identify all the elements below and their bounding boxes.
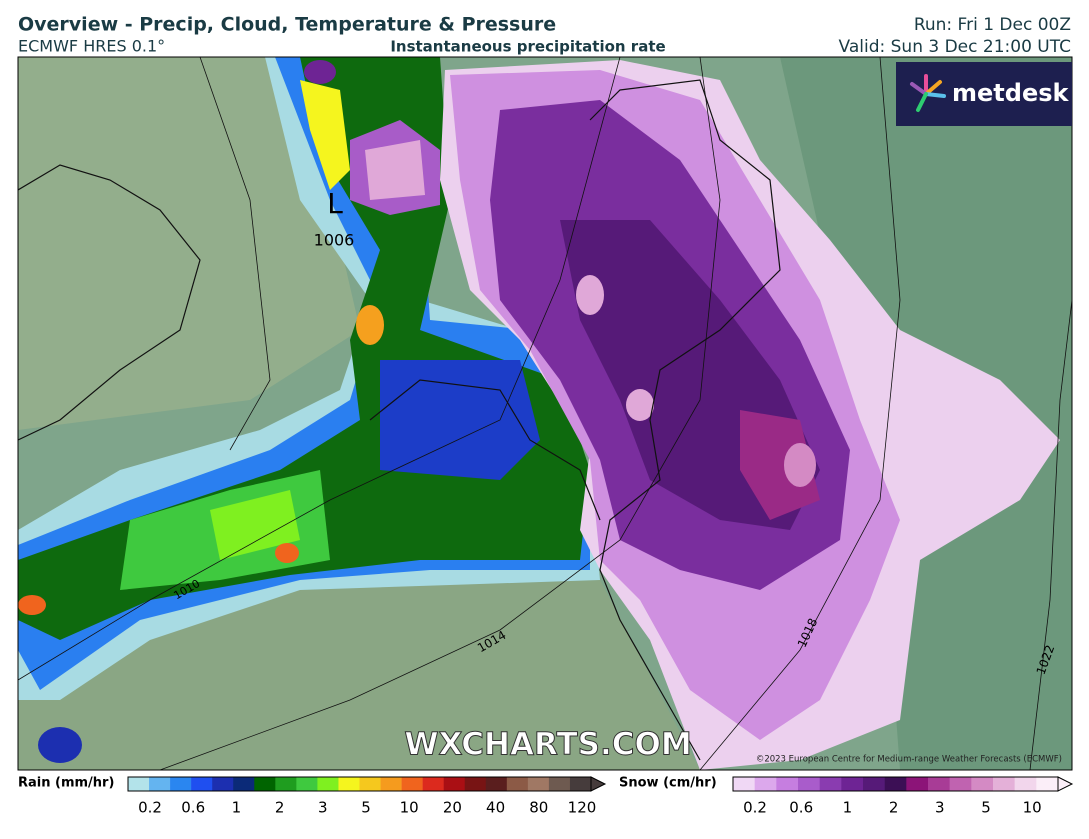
rain-swatch bbox=[191, 777, 213, 791]
rain-tick-label: 120 bbox=[568, 799, 597, 817]
border bbox=[589, 79, 781, 761]
copyright: ©2023 European Centre for Medium-range W… bbox=[756, 755, 1062, 765]
legends: 0.2 0.6 1 2 3 5 10 20 40 80 120 0.2 0.6 1 2 3 5 10 bbox=[127, 776, 1074, 817]
snow-swatch bbox=[884, 777, 907, 791]
map: L 1006 1010 1014 1018 1022 metdesk WXCHA… bbox=[17, 56, 1073, 771]
low-symbol: L bbox=[327, 187, 343, 220]
model: ECMWF HRES 0.1° bbox=[18, 37, 165, 56]
low-pressure: 1006 bbox=[314, 231, 355, 250]
rain-swatch bbox=[254, 777, 276, 791]
snow-swatch bbox=[819, 777, 842, 791]
coastline bbox=[369, 379, 601, 521]
snow-cell bbox=[626, 389, 654, 421]
rain-swatch bbox=[527, 777, 550, 791]
snow-tick-label: 10 bbox=[1023, 799, 1042, 817]
snow-tick-label: 2 bbox=[889, 799, 899, 817]
rain-swatch bbox=[359, 777, 381, 791]
logo-icon bbox=[910, 74, 946, 112]
rain-swatch bbox=[569, 777, 592, 791]
rain-swatch bbox=[506, 777, 529, 791]
snow-bar-arrow bbox=[1057, 776, 1074, 792]
rain-swatch bbox=[233, 777, 255, 791]
isobar bbox=[199, 57, 271, 451]
rain-tick-label: 5 bbox=[361, 799, 371, 817]
rain-band bbox=[210, 490, 300, 560]
rain-tick-label: 1 bbox=[232, 799, 242, 817]
snow-cell bbox=[365, 140, 425, 200]
rain-tick-label: 3 bbox=[318, 799, 328, 817]
rain-cell bbox=[18, 595, 46, 615]
rain-swatch bbox=[443, 777, 466, 791]
snow-swatch bbox=[798, 777, 820, 791]
rain-swatch bbox=[422, 777, 444, 791]
watermark: WXCHARTS.COM bbox=[404, 727, 691, 763]
rain-swatch bbox=[170, 777, 192, 791]
rain-cell bbox=[275, 543, 299, 563]
rain-swatch bbox=[212, 777, 234, 791]
isobar bbox=[1029, 299, 1072, 770]
snow-cell bbox=[304, 60, 336, 84]
rain-swatch bbox=[485, 777, 508, 791]
rain-tick-label: 80 bbox=[529, 799, 548, 817]
rain-swatch bbox=[128, 777, 150, 791]
snow-swatch bbox=[1014, 777, 1037, 791]
isobar bbox=[18, 57, 621, 681]
land bbox=[18, 57, 360, 430]
rain-swatch bbox=[149, 777, 171, 791]
rain-bar-arrow bbox=[590, 776, 607, 792]
rain-tick-label: 0.2 bbox=[138, 799, 162, 817]
rain-tick-label: 2 bbox=[275, 799, 285, 817]
isobar bbox=[159, 57, 721, 770]
rain-tick-label: 20 bbox=[443, 799, 462, 817]
map-frame bbox=[17, 56, 1073, 771]
coastline bbox=[18, 164, 201, 441]
snow-swatch bbox=[733, 777, 755, 791]
rain-swatch bbox=[317, 777, 339, 791]
rain-cell bbox=[356, 305, 384, 345]
rain-swatch bbox=[548, 777, 571, 791]
snow-swatch bbox=[1036, 777, 1059, 791]
snow-tick-label: 1 bbox=[843, 799, 853, 817]
snow-tick-label: 0.6 bbox=[789, 799, 813, 817]
rain-swatch bbox=[275, 777, 297, 791]
rain-swatch bbox=[401, 777, 423, 791]
snow-cell bbox=[576, 275, 604, 315]
snow-cell bbox=[784, 443, 816, 487]
snow-swatch bbox=[971, 777, 994, 791]
logo-text: metdesk bbox=[952, 79, 1070, 107]
rain-tick-label: 40 bbox=[486, 799, 505, 817]
rain-tick-label: 10 bbox=[400, 799, 419, 817]
snow-heavy bbox=[740, 410, 820, 520]
snow-swatch bbox=[928, 777, 950, 791]
valid: Valid: Sun 3 Dec 21:00 UTC bbox=[839, 37, 1071, 57]
snow-tick-label: 5 bbox=[981, 799, 991, 817]
snow-swatch bbox=[863, 777, 885, 791]
snow-tick-label: 0.2 bbox=[743, 799, 767, 817]
snow-tick-label: 3 bbox=[935, 799, 945, 817]
snow-swatch bbox=[841, 777, 864, 791]
snow-swatch bbox=[993, 777, 1015, 791]
rain-swatch bbox=[380, 777, 402, 791]
snow-legend-label: Snow (cm/hr) bbox=[619, 776, 717, 791]
rain-legend-label: Rain (mm/hr) bbox=[18, 776, 114, 791]
rain-swatch bbox=[296, 777, 318, 791]
title: Overview - Precip, Cloud, Temperature & … bbox=[18, 14, 556, 36]
run: Run: Fri 1 Dec 00Z bbox=[914, 15, 1071, 35]
snow-swatch bbox=[754, 777, 777, 791]
isobar bbox=[699, 57, 901, 770]
rain-band bbox=[300, 80, 350, 190]
rain-cell bbox=[38, 727, 82, 763]
rain-swatch bbox=[464, 777, 487, 791]
rain-moderate bbox=[380, 360, 540, 480]
rain-tick-label: 0.6 bbox=[181, 799, 205, 817]
field: Instantaneous precipitation rate bbox=[390, 38, 665, 56]
rain-swatch bbox=[338, 777, 360, 791]
snow-swatch bbox=[906, 777, 929, 791]
snow-swatch bbox=[949, 777, 972, 791]
snow-swatch bbox=[776, 777, 799, 791]
land bbox=[18, 580, 700, 770]
